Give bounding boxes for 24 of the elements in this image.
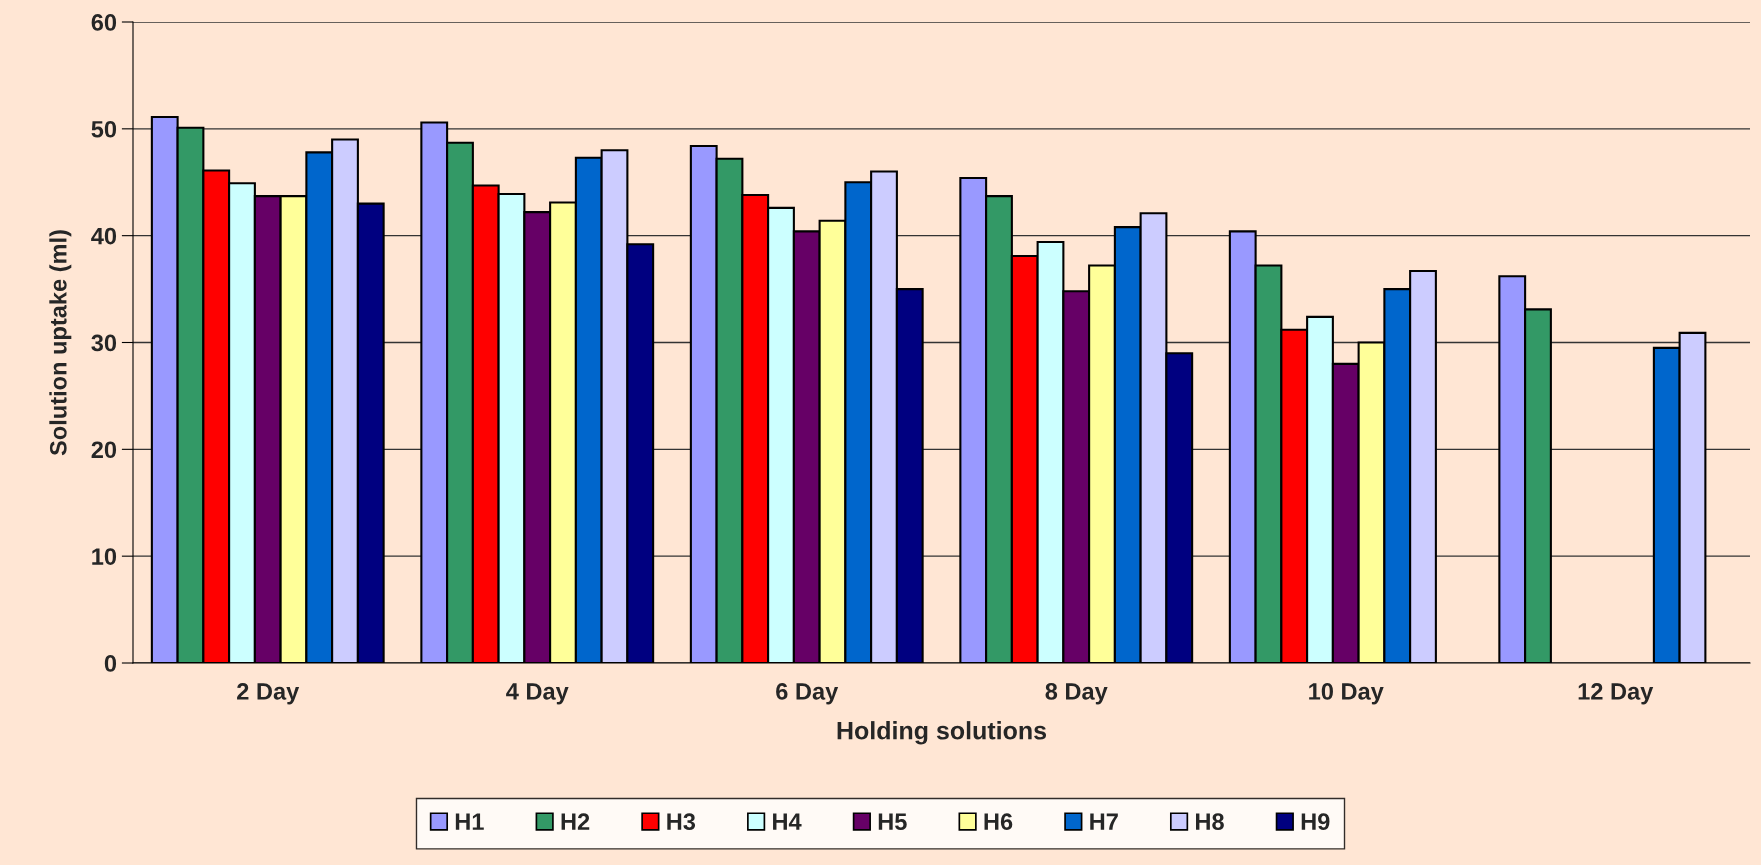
x-tick-label: 10 Day (1309, 683, 1384, 705)
x-tick-label: 6 Day (776, 683, 839, 705)
legend-label: H4 (773, 813, 802, 830)
y-tick-label: 50 (91, 120, 117, 138)
legend-label: H3 (667, 813, 696, 831)
y-tick-label: 20 (91, 441, 117, 459)
legend-label: H5 (878, 813, 907, 831)
y-tick-label: 0 (104, 655, 117, 672)
x-tick-label: 4 Day (506, 683, 569, 705)
legend-label: H9 (1301, 813, 1330, 831)
legend-label: H6 (984, 813, 1013, 831)
x-tick-label: 8 Day (1045, 683, 1108, 705)
y-tick-label: 40 (91, 227, 117, 245)
y-tick-label: 10 (92, 548, 117, 565)
legend-label: H2 (561, 813, 590, 830)
x-tick-label: 12 Day (1578, 683, 1654, 705)
y-tick-label: 30 (91, 334, 117, 352)
x-tick-label: 2 Day (237, 683, 300, 705)
legend-label: H1 (455, 813, 484, 830)
legend-label: H8 (1196, 813, 1224, 831)
legend-label: H7 (1090, 813, 1118, 830)
y-tick-label: 60 (91, 14, 117, 31)
y-axis-title: Solution uptake (ml) (49, 230, 72, 456)
x-axis-title: Holding solutions (837, 721, 1047, 745)
